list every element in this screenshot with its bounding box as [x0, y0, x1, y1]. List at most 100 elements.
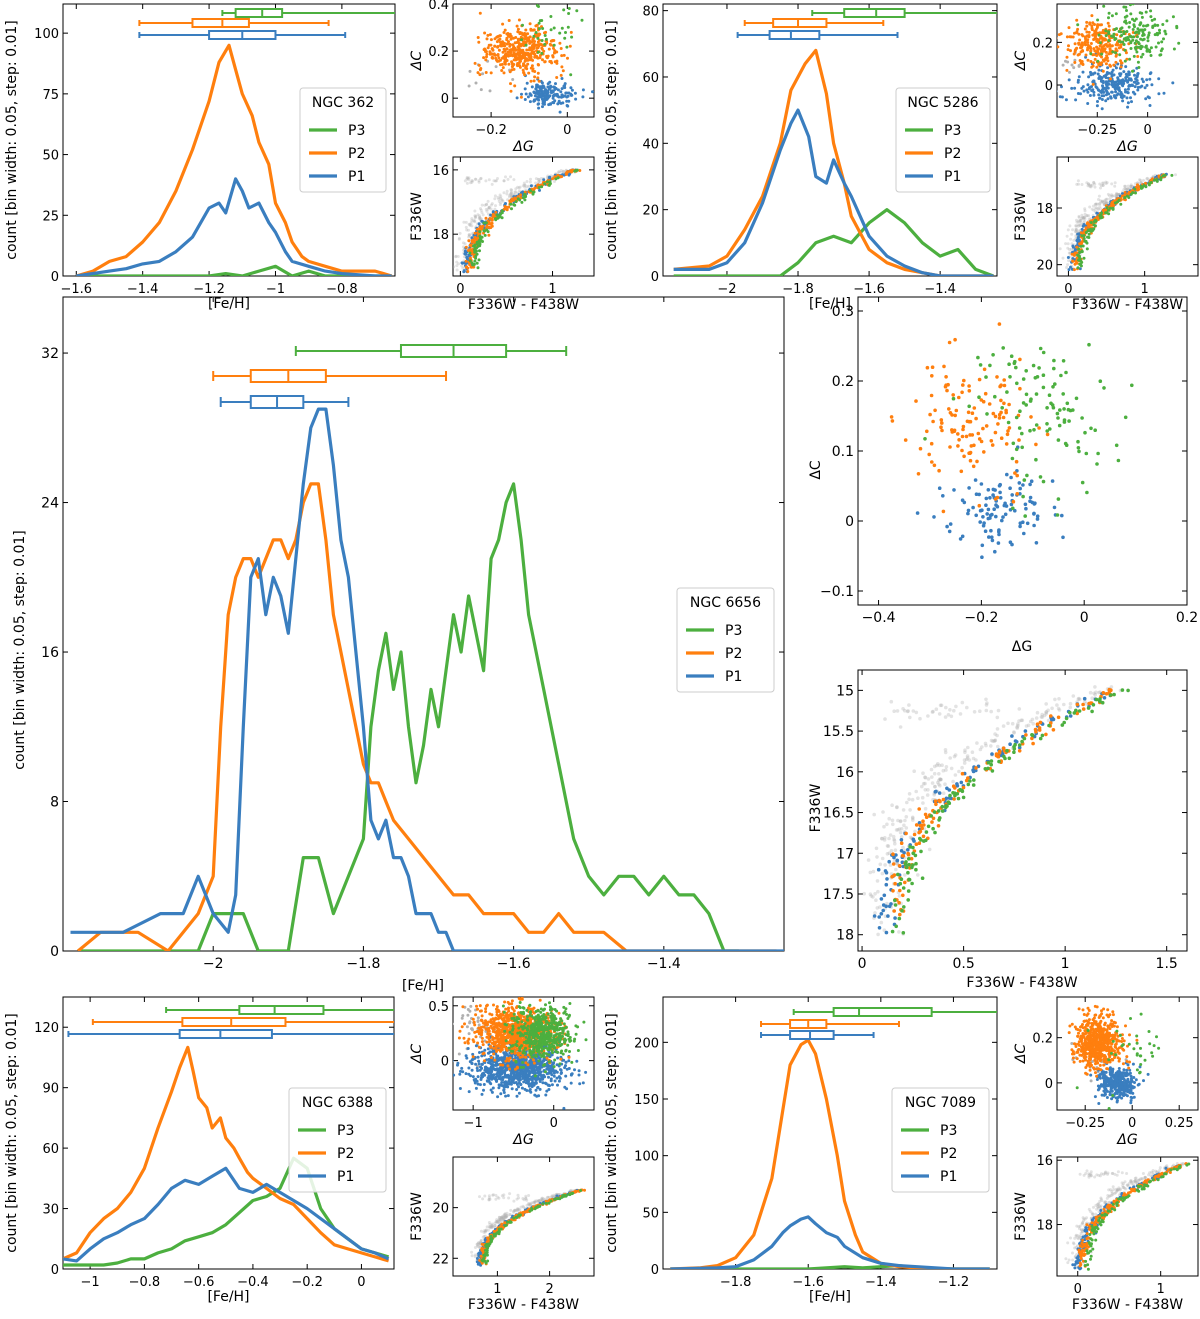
- point-field: [1012, 730, 1016, 734]
- point-p2: [522, 62, 525, 66]
- point-p1: [895, 858, 899, 863]
- point-p3: [472, 244, 475, 248]
- point-p2: [968, 458, 973, 463]
- point-field: [467, 233, 471, 237]
- x-tick-label: −1: [464, 1116, 483, 1131]
- point-p3: [1137, 30, 1141, 34]
- point-field: [892, 709, 896, 713]
- point-field: [1040, 715, 1045, 719]
- point-p3: [1133, 187, 1137, 191]
- point-field: [871, 869, 876, 874]
- point-p3: [1064, 370, 1068, 375]
- point-p3: [906, 889, 911, 893]
- point-p2: [507, 205, 511, 209]
- point-p1: [1064, 98, 1068, 102]
- point-p1: [1034, 541, 1039, 545]
- point-p2: [993, 414, 998, 419]
- point-p1: [1067, 268, 1071, 272]
- point-field: [1115, 193, 1119, 196]
- point-p2: [1102, 49, 1106, 53]
- point-p3: [1021, 401, 1026, 405]
- point-p3: [510, 207, 513, 211]
- point-field: [898, 830, 903, 835]
- point-p3: [1122, 43, 1126, 46]
- point-p2: [521, 68, 525, 72]
- point-p1: [482, 1083, 486, 1086]
- point-p3: [1097, 33, 1101, 37]
- point-field: [1076, 220, 1080, 224]
- point-field: [958, 712, 963, 716]
- y-tick-label: 200: [634, 1036, 659, 1051]
- point-p1: [598, 1058, 601, 1061]
- point-field: [1139, 178, 1143, 182]
- point-field: [1110, 194, 1114, 198]
- point-p1: [474, 1044, 478, 1048]
- point-field: [1080, 216, 1083, 220]
- point-p3: [1104, 29, 1108, 33]
- point-field: [486, 207, 490, 211]
- point-p1: [966, 511, 970, 516]
- point-p2: [524, 66, 528, 70]
- point-p3: [1147, 31, 1151, 35]
- point-p3: [1104, 34, 1108, 38]
- point-p3: [1123, 48, 1127, 52]
- point-p2: [1049, 714, 1053, 718]
- point-p3: [907, 862, 911, 867]
- point-p2: [1037, 728, 1042, 732]
- axes-frame: [62, 296, 785, 952]
- point-field: [1105, 181, 1109, 185]
- point-p3: [1013, 742, 1017, 747]
- point-p3: [536, 50, 540, 54]
- point-p2: [930, 374, 934, 378]
- point-p3: [1107, 30, 1111, 34]
- points-p3: [890, 688, 1130, 935]
- point-p1: [547, 103, 551, 107]
- point-p3: [1033, 376, 1038, 380]
- point-p2: [500, 42, 504, 45]
- point-p2: [503, 49, 507, 53]
- point-field: [1139, 180, 1143, 184]
- point-field: [1071, 228, 1075, 232]
- point-field: [895, 861, 899, 866]
- point-field: [1034, 716, 1039, 720]
- point-p1: [1099, 79, 1103, 83]
- point-p1: [1009, 475, 1013, 480]
- point-p1: [488, 1050, 492, 1054]
- point-field: [952, 754, 957, 759]
- point-p1: [1104, 80, 1108, 84]
- point-p1: [476, 1082, 480, 1086]
- point-p2: [536, 40, 540, 44]
- point-p3: [1125, 9, 1128, 12]
- point-field: [1065, 234, 1069, 238]
- y-axis-label: count [bin width: 0.05, step: 0.01]: [604, 1013, 620, 1252]
- point-p2: [891, 889, 895, 893]
- point-p2: [967, 384, 971, 388]
- point-p3: [540, 19, 544, 22]
- x-tick-label: 0: [1144, 123, 1152, 138]
- point-p1: [1000, 518, 1004, 523]
- point-p3: [552, 43, 556, 47]
- point-field: [862, 891, 866, 896]
- y-tick-label: 75: [42, 88, 59, 103]
- point-p1: [978, 508, 983, 513]
- point-p1: [1071, 245, 1075, 249]
- point-p3: [1127, 25, 1131, 29]
- point-field: [957, 769, 961, 774]
- point-p1: [463, 252, 467, 256]
- point-p3: [1116, 200, 1119, 204]
- point-p2: [1018, 357, 1022, 362]
- point-field: [944, 705, 948, 710]
- point-p2: [477, 40, 481, 44]
- point-p1: [1148, 77, 1152, 81]
- point-field: [926, 777, 931, 781]
- box-iqr-p2: [181, 1017, 287, 1027]
- x-tick-label: −1: [81, 1275, 100, 1290]
- point-p2: [533, 55, 537, 59]
- point-field: [993, 732, 997, 736]
- point-p2: [914, 823, 919, 827]
- point-p1: [974, 492, 979, 497]
- point-p3: [966, 782, 971, 787]
- point-field: [518, 185, 522, 189]
- point-field: [537, 180, 541, 183]
- point-p2: [912, 832, 917, 837]
